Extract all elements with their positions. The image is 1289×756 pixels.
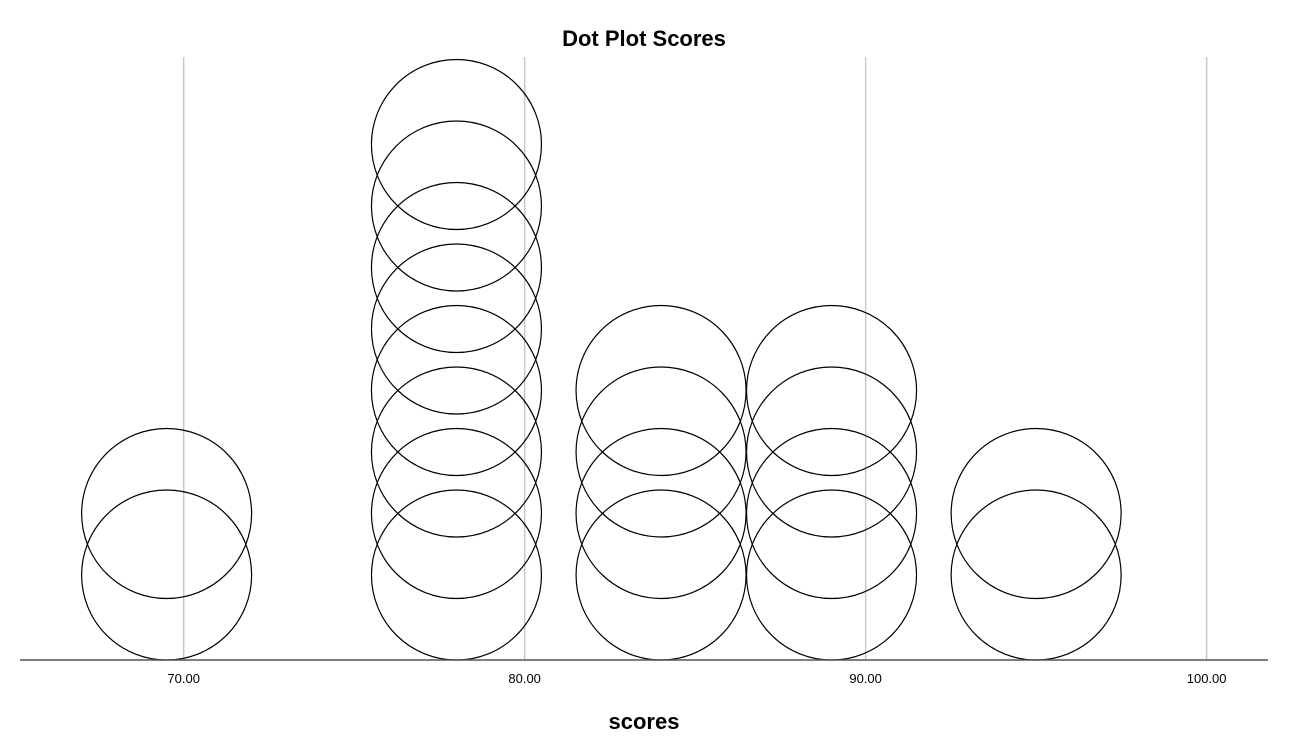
chart-title: Dot Plot Scores	[562, 26, 726, 51]
x-tick-labels: 70.00 80.00 90.00 100.00	[167, 671, 1226, 686]
x-tick-label: 70.00	[167, 671, 200, 686]
data-dot	[370, 243, 543, 415]
grid-lines	[182, 57, 1208, 660]
data-dot	[370, 366, 543, 538]
x-tick-label: 90.00	[849, 671, 882, 686]
data-dot	[950, 427, 1122, 600]
data-dot	[745, 427, 918, 600]
x-tick-label: 80.00	[508, 671, 541, 686]
data-dot	[81, 427, 253, 600]
data-dot	[370, 58, 543, 231]
data-dot	[370, 181, 543, 354]
data-dot	[370, 427, 543, 600]
data-dot	[370, 120, 543, 292]
x-axis-label: scores	[609, 709, 680, 734]
dots-layer	[81, 58, 1122, 661]
data-dot	[745, 366, 918, 538]
data-dot	[745, 304, 918, 477]
x-tick-label: 100.00	[1187, 671, 1227, 686]
data-dot	[370, 304, 543, 477]
